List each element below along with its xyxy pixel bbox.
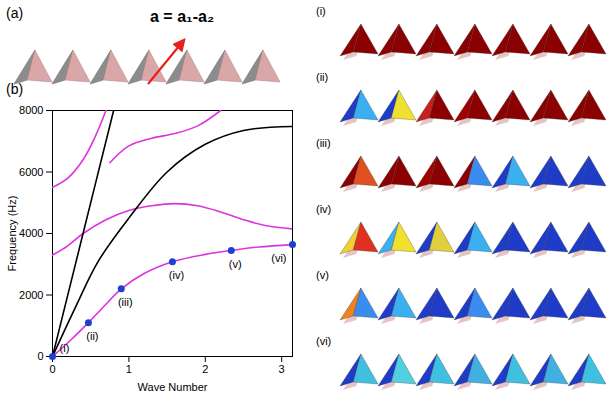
svg-text:2: 2: [202, 363, 208, 375]
svg-text:(i): (i): [316, 5, 326, 17]
svg-text:(iii): (iii): [316, 137, 331, 149]
svg-text:Frequency (Hz): Frequency (Hz): [6, 196, 18, 272]
svg-text:(ii): (ii): [86, 330, 98, 342]
svg-text:4000: 4000: [19, 227, 43, 239]
svg-text:(iv): (iv): [169, 269, 184, 281]
svg-text:(a): (a): [6, 5, 23, 21]
svg-text:a = a₁-a₂: a = a₁-a₂: [150, 8, 214, 25]
svg-text:(i): (i): [60, 342, 70, 354]
svg-text:(ii): (ii): [316, 71, 328, 83]
svg-text:Wave Number: Wave Number: [138, 381, 208, 393]
svg-text:(iv): (iv): [316, 203, 331, 215]
svg-text:(v): (v): [316, 269, 329, 281]
svg-text:(iii): (iii): [118, 296, 133, 308]
svg-text:3: 3: [279, 363, 285, 375]
svg-text:0: 0: [49, 363, 55, 375]
svg-text:6000: 6000: [19, 166, 43, 178]
svg-text:0: 0: [37, 350, 43, 362]
svg-text:(v): (v): [229, 258, 242, 270]
svg-text:1: 1: [126, 363, 132, 375]
svg-text:(vi): (vi): [316, 335, 331, 347]
svg-text:(b): (b): [6, 81, 23, 97]
svg-text:8000: 8000: [19, 104, 43, 116]
svg-text:2000: 2000: [19, 289, 43, 301]
svg-text:(vi): (vi): [271, 252, 286, 264]
